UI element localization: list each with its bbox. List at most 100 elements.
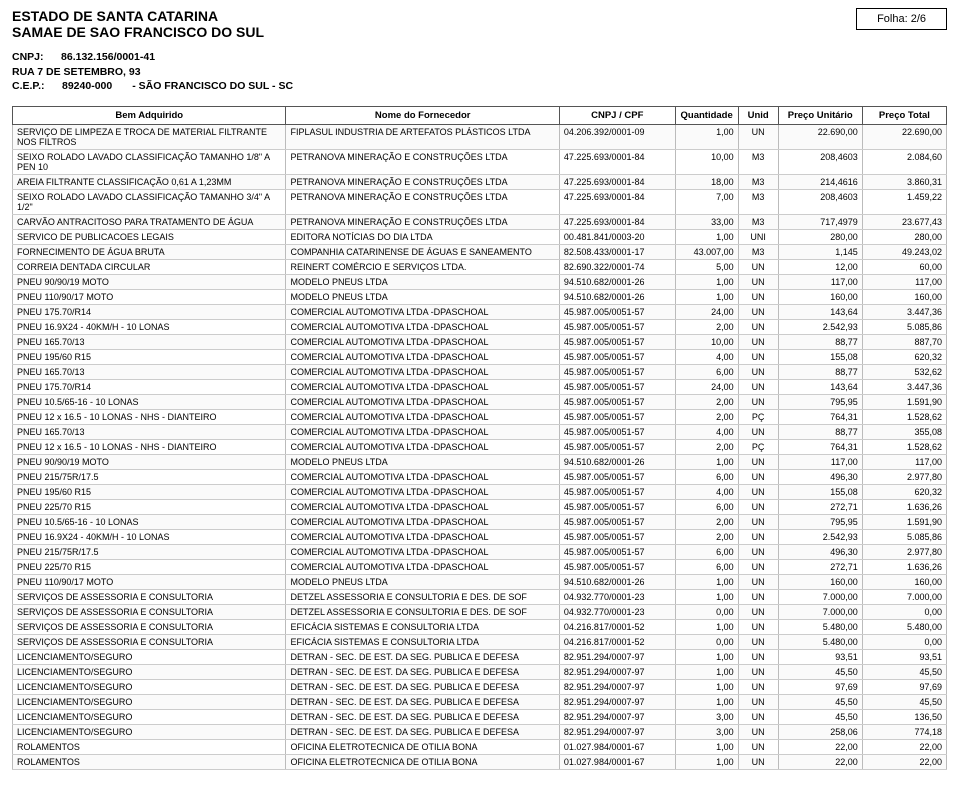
col-header-preco-unitario: Preço Unitário — [778, 107, 862, 125]
cell-bem: PNEU 12 x 16.5 - 10 LONAS - NHS - DIANTE… — [13, 410, 286, 425]
cell-quantidade: 1,00 — [675, 230, 738, 245]
cell-preco-total: 93,51 — [862, 650, 946, 665]
cell-quantidade: 18,00 — [675, 175, 738, 190]
cell-bem: LICENCIAMENTO/SEGURO — [13, 650, 286, 665]
cell-unid: UN — [738, 515, 778, 530]
cell-cnpj: 01.027.984/0001-67 — [559, 740, 675, 755]
cell-preco-total: 2.977,80 — [862, 470, 946, 485]
table-header-row: Bem Adquirido Nome do Fornecedor CNPJ / … — [13, 107, 947, 125]
cell-bem: LICENCIAMENTO/SEGURO — [13, 665, 286, 680]
cell-fornecedor: DETRAN - SEC. DE EST. DA SEG. PUBLICA E … — [286, 695, 559, 710]
sub-header: CNPJ: 86.132.156/0001-41 RUA 7 DE SETEMB… — [12, 50, 947, 94]
cell-preco-unitario: 88,77 — [778, 425, 862, 440]
cell-preco-unitario: 5.480,00 — [778, 635, 862, 650]
cell-cnpj: 82.951.294/0007-97 — [559, 650, 675, 665]
cell-bem: SEIXO ROLADO LAVADO CLASSIFICAÇÃO TAMANH… — [13, 190, 286, 215]
cell-unid: UN — [738, 350, 778, 365]
cell-preco-unitario: 22,00 — [778, 740, 862, 755]
cell-preco-total: 117,00 — [862, 455, 946, 470]
cell-cnpj: 04.216.817/0001-52 — [559, 620, 675, 635]
table-row: ROLAMENTOSOFICINA ELETROTECNICA DE OTILI… — [13, 740, 947, 755]
cell-cnpj: 82.951.294/0007-97 — [559, 695, 675, 710]
cell-bem: SERVIÇOS DE ASSESSORIA E CONSULTORIA — [13, 590, 286, 605]
cell-bem: PNEU 110/90/17 MOTO — [13, 575, 286, 590]
table-row: LICENCIAMENTO/SEGURODETRAN - SEC. DE EST… — [13, 665, 947, 680]
cell-fornecedor: PETRANOVA MINERAÇÃO E CONSTRUÇÕES LTDA — [286, 215, 559, 230]
cell-bem: SERVIÇOS DE ASSESSORIA E CONSULTORIA — [13, 635, 286, 650]
cell-bem: SERVIÇOS DE ASSESSORIA E CONSULTORIA — [13, 620, 286, 635]
cell-preco-total: 45,50 — [862, 695, 946, 710]
table-row: PNEU 165.70/13COMERCIAL AUTOMOTIVA LTDA … — [13, 365, 947, 380]
table-row: SERVIÇOS DE ASSESSORIA E CONSULTORIADETZ… — [13, 605, 947, 620]
table-row: PNEU 110/90/17 MOTOMODELO PNEUS LTDA94.5… — [13, 575, 947, 590]
cell-preco-total: 5.480,00 — [862, 620, 946, 635]
table-row: PNEU 10.5/65-16 - 10 LONASCOMERCIAL AUTO… — [13, 515, 947, 530]
cell-unid: UN — [738, 485, 778, 500]
col-header-quantidade: Quantidade — [675, 107, 738, 125]
cell-quantidade: 6,00 — [675, 560, 738, 575]
table-row: AREIA FILTRANTE CLASSIFICAÇÃO 0,61 A 1,2… — [13, 175, 947, 190]
cell-preco-total: 1.591,90 — [862, 395, 946, 410]
table-row: LICENCIAMENTO/SEGURODETRAN - SEC. DE EST… — [13, 725, 947, 740]
cell-preco-unitario: 280,00 — [778, 230, 862, 245]
cell-preco-unitario: 764,31 — [778, 440, 862, 455]
cell-preco-unitario: 5.480,00 — [778, 620, 862, 635]
cell-quantidade: 4,00 — [675, 485, 738, 500]
cell-quantidade: 4,00 — [675, 350, 738, 365]
cell-preco-unitario: 2.542,93 — [778, 320, 862, 335]
cell-preco-total: 2.977,80 — [862, 545, 946, 560]
cell-bem: PNEU 195/60 R15 — [13, 350, 286, 365]
cell-fornecedor: DETRAN - SEC. DE EST. DA SEG. PUBLICA E … — [286, 680, 559, 695]
cell-bem: PNEU 165.70/13 — [13, 365, 286, 380]
cnpj-value: 86.132.156/0001-41 — [61, 51, 155, 63]
cell-unid: UN — [738, 365, 778, 380]
cell-quantidade: 0,00 — [675, 605, 738, 620]
header-title-2: SAMAE DE SAO FRANCISCO DO SUL — [12, 24, 264, 40]
cell-cnpj: 47.225.693/0001-84 — [559, 175, 675, 190]
cell-bem: AREIA FILTRANTE CLASSIFICAÇÃO 0,61 A 1,2… — [13, 175, 286, 190]
cell-preco-total: 1.528,62 — [862, 440, 946, 455]
cell-preco-unitario: 208,4603 — [778, 190, 862, 215]
cell-unid: M3 — [738, 245, 778, 260]
cell-quantidade: 2,00 — [675, 440, 738, 455]
cell-preco-unitario: 160,00 — [778, 575, 862, 590]
table-row: SERVIÇOS DE ASSESSORIA E CONSULTORIAEFIC… — [13, 635, 947, 650]
cell-preco-total: 45,50 — [862, 665, 946, 680]
cell-bem: SEIXO ROLADO LAVADO CLASSIFICAÇÃO TAMANH… — [13, 150, 286, 175]
cell-preco-total: 60,00 — [862, 260, 946, 275]
cell-quantidade: 2,00 — [675, 410, 738, 425]
table-row: PNEU 90/90/19 MOTOMODELO PNEUS LTDA94.51… — [13, 455, 947, 470]
cell-cnpj: 45.987.005/0051-57 — [559, 335, 675, 350]
cell-fornecedor: EFICÁCIA SISTEMAS E CONSULTORIA LTDA — [286, 620, 559, 635]
cell-preco-unitario: 496,30 — [778, 545, 862, 560]
page-number-box: Folha: 2/6 — [856, 8, 947, 30]
table-row: SERVICO DE PUBLICACOES LEGAISEDITORA NOT… — [13, 230, 947, 245]
cell-unid: UN — [738, 395, 778, 410]
cell-preco-unitario: 160,00 — [778, 290, 862, 305]
cell-unid: UN — [738, 560, 778, 575]
cell-preco-unitario: 12,00 — [778, 260, 862, 275]
cell-preco-unitario: 22,00 — [778, 755, 862, 770]
cell-cnpj: 82.951.294/0007-97 — [559, 725, 675, 740]
cell-preco-total: 2.084,60 — [862, 150, 946, 175]
cell-cnpj: 04.216.817/0001-52 — [559, 635, 675, 650]
cell-fornecedor: EDITORA NOTÍCIAS DO DIA LTDA — [286, 230, 559, 245]
cell-preco-total: 1.591,90 — [862, 515, 946, 530]
folha-value: 2/6 — [911, 13, 926, 25]
cell-unid: UNI — [738, 230, 778, 245]
cell-cnpj: 94.510.682/0001-26 — [559, 290, 675, 305]
cell-fornecedor: COMERCIAL AUTOMOTIVA LTDA -DPASCHOAL — [286, 530, 559, 545]
cell-fornecedor: PETRANOVA MINERAÇÃO E CONSTRUÇÕES LTDA — [286, 175, 559, 190]
cell-fornecedor: OFICINA ELETROTECNICA DE OTILIA BONA — [286, 755, 559, 770]
cell-preco-unitario: 22.690,00 — [778, 125, 862, 150]
cell-quantidade: 1,00 — [675, 590, 738, 605]
table-row: PNEU 12 x 16.5 - 10 LONAS - NHS - DIANTE… — [13, 440, 947, 455]
cell-fornecedor: COMERCIAL AUTOMOTIVA LTDA -DPASCHOAL — [286, 470, 559, 485]
cell-fornecedor: MODELO PNEUS LTDA — [286, 275, 559, 290]
cell-cnpj: 04.206.392/0001-09 — [559, 125, 675, 150]
table-row: LICENCIAMENTO/SEGURODETRAN - SEC. DE EST… — [13, 650, 947, 665]
cep-value: 89240-000 — [62, 80, 112, 92]
header-title-1: ESTADO DE SANTA CATARINA — [12, 8, 264, 24]
table-row: PNEU 175.70/R14COMERCIAL AUTOMOTIVA LTDA… — [13, 305, 947, 320]
cell-unid: UN — [738, 455, 778, 470]
